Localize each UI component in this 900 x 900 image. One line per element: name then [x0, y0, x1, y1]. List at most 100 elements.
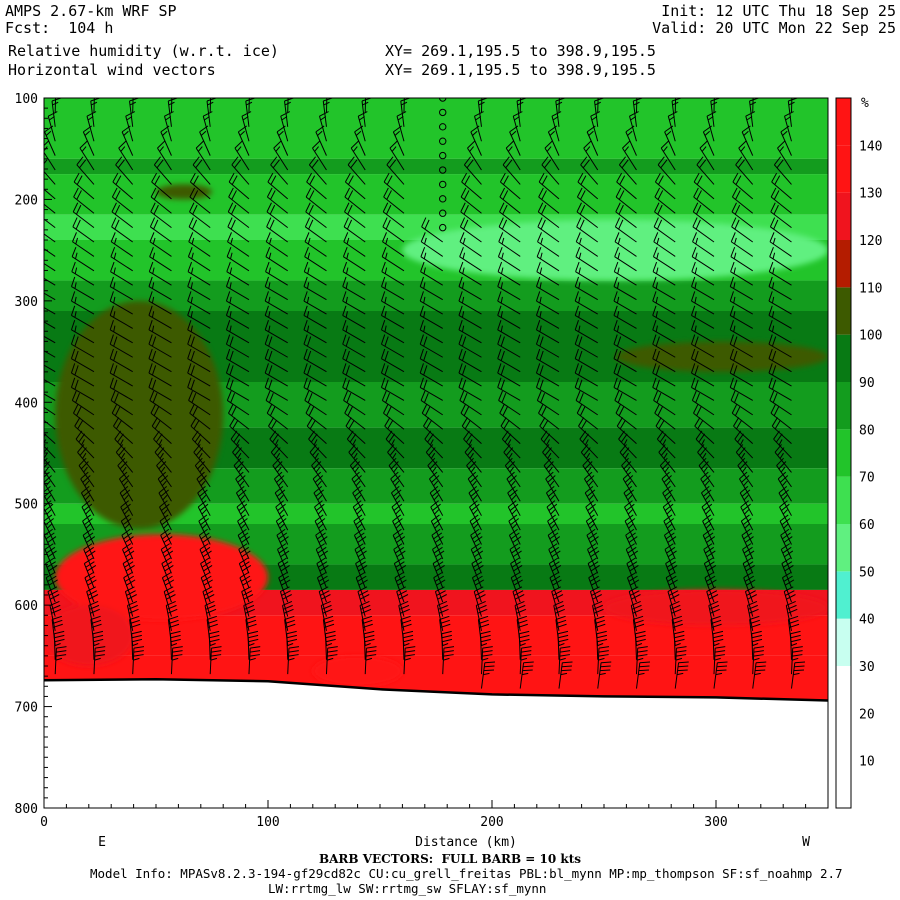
wind-barb: [712, 630, 724, 660]
wind-barb: [652, 276, 676, 301]
wind-barb: [652, 291, 676, 315]
wind-barb: [109, 320, 133, 344]
wind-barb: [658, 444, 676, 473]
wind-barb: [208, 630, 220, 660]
wind-barb: [309, 444, 327, 473]
wind-barb: [193, 444, 211, 473]
wind-barb: [303, 363, 327, 387]
wind-barb: [585, 514, 599, 545]
wind-barb: [790, 661, 806, 689]
wind-barb: [44, 485, 56, 516]
wind-barb: [535, 363, 560, 387]
wind-barb: [402, 630, 414, 660]
wind-barb: [505, 140, 521, 171]
wind-barb: [776, 457, 792, 488]
wind-barb: [70, 363, 95, 387]
wind-barb: [316, 557, 329, 588]
wind-barb: [209, 646, 222, 675]
wind-barb: [120, 514, 134, 545]
wind-barb: [460, 187, 482, 214]
wind-barb: [547, 125, 560, 156]
wind-barb: [701, 500, 715, 531]
wind-barb: [780, 125, 792, 156]
wind-barb: [199, 125, 211, 156]
wind-barb: [150, 187, 172, 214]
wind-barb: [667, 586, 680, 617]
wind-barb: [466, 457, 482, 488]
wind-barb: [357, 111, 368, 142]
rh-feature-1: [402, 219, 828, 281]
wind-barb: [784, 111, 794, 142]
x-tick-label: 200: [480, 815, 503, 830]
wind-barb: [44, 543, 57, 574]
wind-barb: [652, 261, 676, 286]
wind-barb: [459, 217, 482, 243]
wind-barb: [225, 348, 250, 373]
calm-wind-marker: [419, 291, 443, 315]
wind-barb: [497, 291, 521, 315]
wind-barb: [580, 444, 599, 473]
wind-barb: [470, 543, 484, 574]
wind-barb: [342, 261, 366, 286]
wind-barb: [44, 528, 57, 560]
wind-barb: [120, 500, 134, 531]
y-tick-label: 100: [15, 92, 38, 107]
wind-barb: [131, 630, 143, 660]
y-tick-label: 700: [15, 701, 38, 716]
wind-barb: [277, 543, 290, 574]
y-tick-label: 200: [15, 193, 38, 208]
wind-barb: [499, 403, 521, 430]
wind-barb: [535, 348, 560, 373]
x-end-right: W: [802, 835, 810, 850]
wind-barb: [768, 305, 792, 329]
colorbar-swatch: [836, 666, 851, 714]
wind-barb: [535, 305, 560, 329]
wind-barb: [574, 276, 598, 301]
wind-barb: [590, 111, 601, 142]
wind-barb: [44, 379, 56, 387]
wind-barb: [768, 348, 792, 373]
calm-wind-marker: [430, 500, 444, 531]
wind-barb: [770, 187, 792, 214]
wind-barb: [265, 232, 288, 257]
colorbar-swatch: [836, 713, 851, 761]
wind-barb: [319, 111, 329, 142]
calm-wind-marker: [420, 390, 443, 416]
wind-barb: [44, 335, 56, 344]
wind-barb: [380, 320, 405, 344]
wind-barb: [304, 217, 327, 243]
calm-wind-marker: [439, 166, 447, 174]
wind-barb: [504, 457, 521, 488]
wind-barb: [392, 528, 406, 560]
calm-wind-marker: [421, 217, 444, 243]
variable-name: Relative humidity (w.r.t. ice): [8, 42, 279, 60]
wind-barb: [635, 630, 646, 660]
wind-barb: [690, 348, 715, 373]
calm-wind-marker: [419, 305, 443, 329]
wind-barb: [535, 320, 560, 344]
wind-barb: [264, 363, 288, 387]
wind-barb: [342, 247, 366, 272]
wind-barb: [247, 630, 259, 660]
wind-barb: [342, 377, 366, 401]
wind-barb: [303, 276, 327, 301]
wind-barb: [696, 156, 715, 185]
wind-barb: [770, 202, 792, 229]
wind-barb: [380, 291, 405, 315]
wind-barb: [690, 320, 715, 344]
wind-barb: [76, 156, 95, 185]
calm-wind-marker: [421, 403, 444, 430]
wind-barb: [458, 320, 482, 344]
wind-barb: [623, 485, 637, 516]
model-title: AMPS 2.67-km WRF SP: [5, 2, 177, 20]
terrain-line: [44, 677, 828, 702]
wind-barb: [698, 457, 715, 488]
wind-barb: [44, 125, 56, 156]
wind-barb: [149, 247, 172, 272]
wind-barb: [159, 514, 172, 545]
wind-barb: [389, 140, 405, 171]
rh-layer-0: [44, 98, 828, 159]
wind-barb: [192, 156, 211, 185]
wind-barb: [535, 291, 560, 315]
wind-barb: [520, 98, 521, 99]
